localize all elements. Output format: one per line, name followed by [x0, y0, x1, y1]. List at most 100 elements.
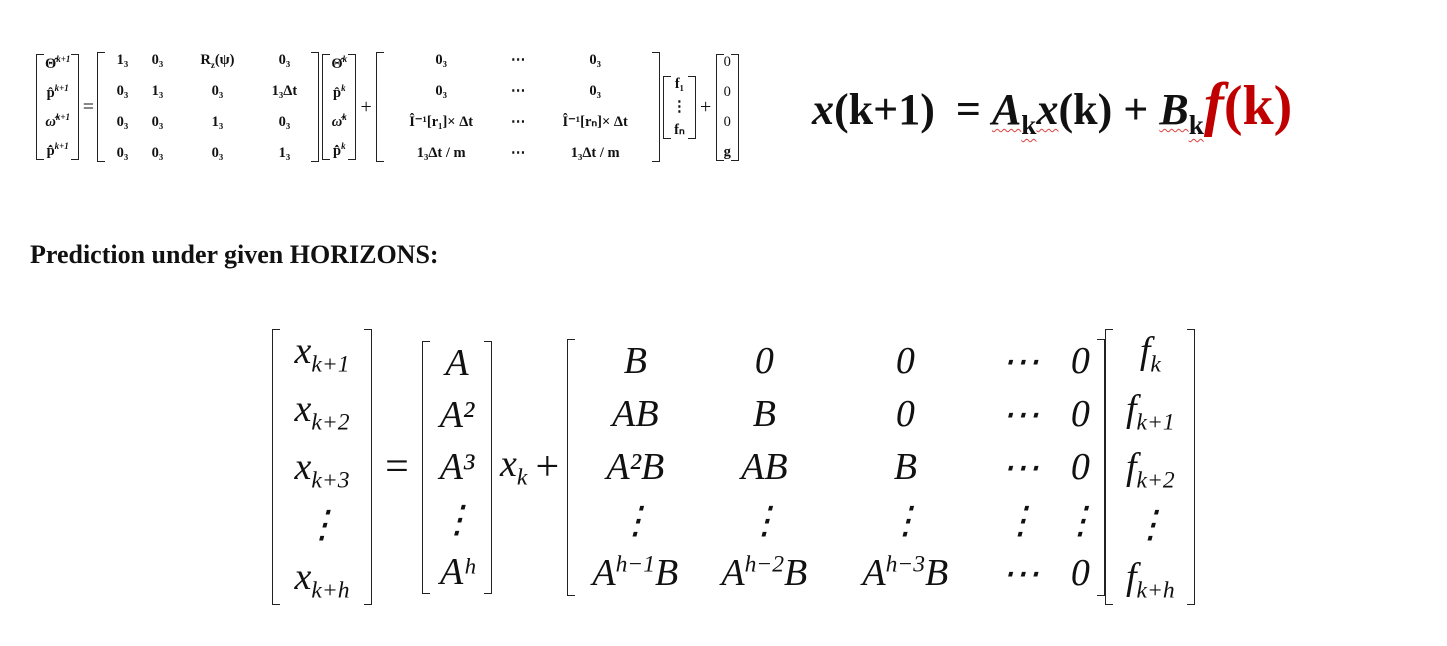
B-toeplitz-cell: B: [893, 446, 917, 488]
B-toeplitz-cell: ⋯: [1001, 393, 1040, 436]
B-toeplitz-cell: B: [623, 340, 647, 382]
A-matrix-cell: 1₃: [278, 145, 291, 162]
A-matrix-cell: 0₃: [278, 51, 291, 68]
dynamics-B-matrix: 0₃ ⋯ 0₃ 0₃ ⋯ 0₃ Î⁻¹[r₁]× Δt ⋯ Î⁻¹[rₙ]× Δt 1₃Δt / …: [376, 52, 661, 162]
p-next: p̂k+1: [46, 83, 69, 101]
A-matrix-cell: 0₃: [116, 83, 129, 100]
B-toeplitz-cell: ⋮: [1061, 499, 1100, 542]
state-entry: xk+h: [294, 556, 350, 604]
compact-equation: x(k+1) = Akx(k) + Bkf(k): [812, 71, 1293, 140]
gravity-entry: 0: [723, 83, 731, 100]
A-matrix-cell: 1₃: [151, 83, 164, 100]
state-entry: xk+2: [294, 387, 350, 436]
plus-sign: +: [700, 95, 712, 118]
A-power-entry: A: [445, 341, 469, 384]
B-toeplitz-cell: B: [752, 393, 776, 435]
state-next-vector: Θ̂k+1 p̂k+1 ω̂k+1 p̂̇k+1: [36, 54, 80, 160]
force-entry: fₙ: [674, 121, 685, 138]
future-force-entry: fk+2: [1125, 445, 1175, 494]
B-matrix-cell: ⋯: [510, 52, 526, 68]
B-matrix-cell: ⋯: [510, 145, 526, 161]
gravity-entry: g: [723, 143, 731, 160]
force-entry: ⋮: [672, 98, 687, 115]
B-toeplitz-matrix: B 0 0 ⋯ 0 AB B 0 ⋯ 0 A²B AB B ⋯ 0 ⋮ ⋮ ⋮ ⋮ ⋮ Ah−1B Ah−2B Ah−3B ⋯…: [567, 338, 1106, 596]
state-entry: xk+3: [294, 445, 350, 494]
A-matrix-cell: 0₃: [151, 114, 164, 131]
B-matrix-cell: 0₃: [589, 83, 601, 99]
B-toeplitz-cell: AB: [741, 446, 788, 488]
state-entry: ⋮: [303, 504, 341, 547]
force-entry: f₁: [674, 75, 685, 92]
p-current: p̂k: [332, 83, 346, 101]
A-power-entry: A²: [439, 393, 475, 436]
A-powers-vector: A A² A³ ⋮ Aʰ: [422, 340, 492, 594]
B-matrix-cell: 0₃: [589, 52, 601, 68]
force-vector: f₁ ⋮ fₙ: [663, 75, 696, 139]
A-power-entry: A³: [439, 445, 475, 488]
future-force-vector: fk fk+1 fk+2 ⋮ fk+h: [1105, 329, 1196, 605]
B-matrix-cell: 1₃Δt / m: [416, 145, 466, 161]
future-force-entry: ⋮: [1131, 504, 1170, 547]
B-matrix-cell: 0₃: [435, 83, 447, 99]
future-force-entry: fk: [1139, 330, 1161, 378]
B-matrix-cell: Î⁻¹[rₙ]× Δt: [562, 114, 628, 130]
pdot-next: p̂̇k+1: [46, 140, 69, 159]
B-toeplitz-cell: ⋯: [1001, 552, 1040, 595]
omega-next: ω̂k+1: [45, 112, 70, 130]
A-matrix-cell: 0₃: [211, 145, 224, 162]
B-toeplitz-cell: 0: [1070, 340, 1090, 382]
B-toeplitz-cell: ⋮: [886, 499, 925, 542]
A-matrix-cell: 1₃Δt: [271, 83, 298, 100]
B-matrix-cell: ⋯: [510, 114, 526, 130]
state-entry: xk+1: [294, 330, 350, 378]
horizon-equation: xk+1 xk+2 xk+3 ⋮ xk+h = A A² A³ ⋮ Aʰ xk + B 0 0 ⋯ 0 A…: [272, 316, 1196, 618]
B-matrix-cell: ⋯: [510, 83, 526, 99]
A-matrix-cell: 1₃: [211, 114, 224, 131]
x-k: xk: [500, 443, 528, 491]
B-toeplitz-cell: ⋮: [745, 499, 784, 542]
lhs-state-vector: xk+1 xk+2 xk+3 ⋮ xk+h: [272, 329, 372, 605]
plus-sign: +: [360, 95, 372, 118]
B-toeplitz-cell: 0: [895, 340, 915, 382]
B-toeplitz-cell: 0: [1070, 552, 1090, 594]
B-toeplitz-cell: 0: [754, 340, 774, 382]
B-toeplitz-cell: Ah−1B: [592, 551, 679, 594]
A-matrix-cell: 0₃: [116, 114, 129, 131]
A-matrix-cell: 1₃: [116, 51, 129, 68]
A-power-entry: ⋮: [438, 498, 476, 541]
B-toeplitz-cell: ⋯: [1001, 446, 1040, 489]
A-matrix-cell: 0₃: [151, 145, 164, 162]
dynamics-A-matrix: 1₃ 0₃ Rz(ψ) 0₃ 0₃ 1₃ 0₃ 1₃Δt 0₃ 0₃ 1₃ 0₃ 0₃ 0₃ 0₃ 1₃: [97, 51, 320, 163]
plus-sign: +: [535, 444, 560, 490]
B-toeplitz-cell: Ah−2B: [721, 551, 808, 594]
B-matrix-cell: Î⁻¹[r₁]× Δt: [409, 114, 474, 130]
pdot-current: p̂̇k: [332, 140, 346, 159]
theta-next: Θ̂k+1: [45, 54, 71, 73]
gravity-entry: 0: [723, 113, 731, 130]
B-toeplitz-cell: ⋮: [616, 499, 655, 542]
state-current-vector: Θ̂k p̂k ω̂k p̂̇k: [322, 54, 357, 160]
future-force-entry: fk+h: [1125, 556, 1175, 604]
B-toeplitz-cell: 0: [895, 393, 915, 435]
B-toeplitz-cell: AB: [612, 393, 659, 435]
A-power-entry: Aʰ: [440, 550, 474, 593]
B-toeplitz-cell: ⋮: [1001, 499, 1040, 542]
dynamics-equation: Θ̂k+1 p̂k+1 ω̂k+1 p̂̇k+1 = 1₃ 0₃ Rz(ψ) 0₃ 0₃…: [36, 32, 739, 182]
B-toeplitz-cell: 0: [1070, 393, 1090, 435]
B-toeplitz-cell: 0: [1070, 446, 1090, 488]
A-matrix-cell: 0₃: [116, 145, 129, 162]
B-toeplitz-cell: A²B: [606, 446, 665, 488]
B-toeplitz-cell: Ah−3B: [862, 551, 949, 594]
gravity-vector: 0 0 0 g: [715, 53, 739, 161]
section-heading: Prediction under given HORIZONS:: [30, 240, 439, 269]
gravity-entry: 0: [723, 53, 731, 70]
equals-sign: =: [385, 444, 409, 490]
B-matrix-cell: 1₃Δt / m: [570, 145, 620, 161]
omega-current: ω̂k: [331, 112, 347, 130]
equals-sign: =: [82, 95, 95, 118]
A-matrix-cell: 0₃: [151, 51, 164, 68]
A-matrix-cell: 0₃: [211, 83, 224, 100]
theta-current: Θ̂k: [331, 54, 348, 73]
B-toeplitz-cell: ⋯: [1001, 340, 1040, 383]
B-matrix-cell: 0₃: [435, 52, 447, 68]
